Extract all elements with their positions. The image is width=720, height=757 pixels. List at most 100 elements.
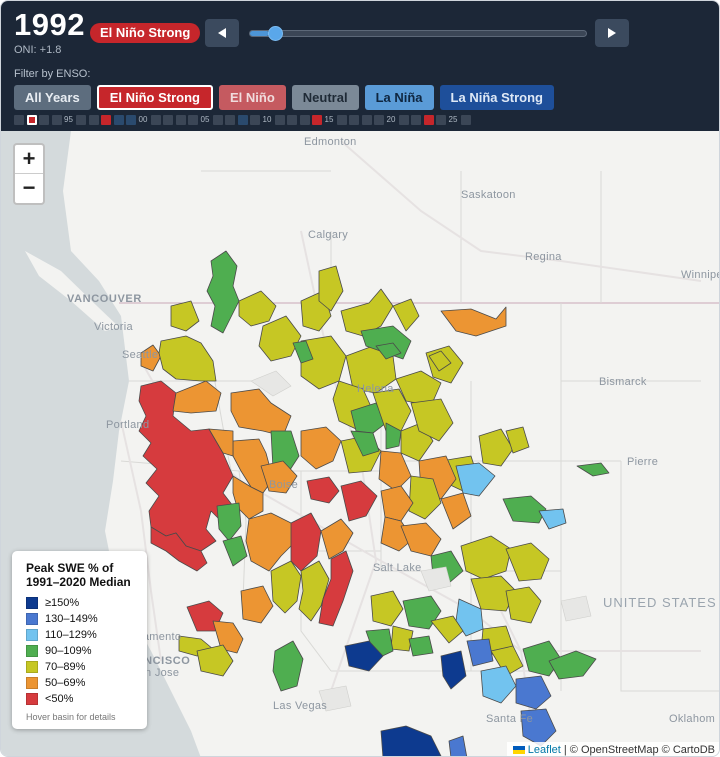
legend-swatch: [26, 661, 38, 673]
basin: [206, 250, 240, 334]
basin: [538, 508, 567, 530]
city-edmonton: Edmonton: [304, 136, 357, 148]
timeline-year-cell[interactable]: [250, 115, 260, 125]
ukraine-flag-icon: [512, 746, 525, 755]
timeline-year-cell[interactable]: [361, 115, 372, 125]
control-panel: 1992 El Niño Strong ONI: +1.8 Filter by …: [1, 1, 719, 131]
timeline-year-cell[interactable]: [51, 115, 62, 125]
basin: [455, 462, 496, 497]
legend: Peak SWE % of 1991–2020 Median ≥150% 130–…: [12, 551, 147, 729]
timeline-year-label: 00: [138, 115, 148, 124]
basin: [344, 640, 384, 672]
timeline-year-cell[interactable]: [88, 115, 99, 125]
filter-el-nino-strong-button[interactable]: El Niño Strong: [96, 85, 213, 110]
basin: [292, 340, 314, 364]
city-las-vegas: Las Vegas: [273, 700, 328, 712]
city-saskatoon: Saskatoon: [461, 189, 516, 201]
basin: [212, 620, 244, 654]
basin: [395, 370, 442, 407]
next-year-button[interactable]: [595, 19, 629, 47]
timeline-year-cell[interactable]: [349, 115, 359, 125]
basin: [238, 290, 277, 327]
year-slider[interactable]: [249, 30, 587, 37]
timeline-year-cell[interactable]: [14, 115, 24, 125]
timeline-year-cell[interactable]: [175, 115, 186, 125]
basin: [318, 265, 344, 312]
basin: [170, 300, 200, 332]
basin: [515, 675, 552, 710]
timeline-year-cell[interactable]: [423, 115, 434, 125]
city-boise: Boise: [269, 479, 299, 491]
oni-value: ONI: +1.8: [14, 44, 62, 56]
timeline-year-cell[interactable]: [436, 115, 446, 125]
timeline-year-cell[interactable]: [101, 115, 111, 125]
basin: [260, 460, 298, 494]
basin: [392, 298, 420, 332]
timeline-year-cell[interactable]: [274, 115, 285, 125]
basin: [258, 315, 302, 362]
basin-layer[interactable]: [138, 250, 610, 757]
basin: [245, 512, 297, 572]
city-pierre: Pierre: [627, 456, 659, 468]
city-santa-fe: Santa Fe: [486, 713, 534, 725]
legend-rows: ≥150% 130–149% 110–129% 90–109% 70–89% 50–69%…: [26, 595, 147, 707]
basin: [408, 635, 434, 657]
timeline-year-cell[interactable]: [336, 115, 347, 125]
basin: [385, 422, 402, 450]
timeline-year-cell[interactable]: [126, 115, 136, 125]
basin: [222, 535, 248, 567]
basin: [272, 640, 304, 692]
timeline-year-cell[interactable]: [237, 115, 248, 125]
basin: [380, 516, 414, 552]
basin: [548, 650, 597, 680]
basin: [410, 398, 454, 442]
year-slider-thumb[interactable]: [268, 26, 284, 41]
timeline-year-cell[interactable]: [163, 115, 173, 125]
basin: [350, 430, 380, 457]
legend-label: 50–69%: [45, 677, 86, 689]
timeline-year-cell[interactable]: [150, 115, 161, 125]
filter-neutral-button[interactable]: Neutral: [291, 85, 359, 110]
timeline-year-cell[interactable]: [374, 115, 384, 125]
map-view[interactable]: Edmonton Saskatoon Calgary Regina Winnip…: [1, 131, 719, 757]
timeline-year-label: 15: [324, 115, 334, 124]
timeline-year-cell[interactable]: [225, 115, 235, 125]
timeline-year-cell[interactable]: [312, 115, 322, 125]
basin: [576, 462, 610, 477]
city-seattle: Seattle: [122, 349, 159, 361]
legend-swatch: [26, 629, 38, 641]
timeline-year-cell[interactable]: [212, 115, 223, 125]
basin: [370, 590, 404, 627]
basin: [318, 550, 354, 627]
timeline-year-label: 20: [386, 115, 396, 124]
legend-hint: Hover basin for details: [26, 712, 116, 722]
basin: [400, 522, 442, 557]
timeline-year-cell[interactable]: [299, 115, 310, 125]
basin: [340, 288, 394, 337]
filter-la-nina-button[interactable]: La Niña: [364, 85, 434, 110]
basin: [340, 480, 378, 522]
timeline-year-cell[interactable]: [411, 115, 421, 125]
timeline-year-cell[interactable]: [113, 115, 124, 125]
basin: [380, 485, 414, 522]
filter-el-nino-button[interactable]: El Niño: [218, 85, 286, 110]
previous-year-button[interactable]: [205, 19, 239, 47]
timeline-year-cell[interactable]: [460, 115, 471, 125]
timeline-year-cell[interactable]: [287, 115, 297, 125]
timeline-year-cell[interactable]: [26, 115, 37, 125]
vancouver-island: [25, 251, 119, 331]
basin: [306, 476, 340, 504]
zoom-out-button[interactable]: −: [22, 175, 36, 200]
legend-swatch: [26, 693, 38, 705]
filter-all-years-button[interactable]: All Years: [14, 85, 91, 110]
timeline-year-cell[interactable]: [188, 115, 198, 125]
zoom-in-button[interactable]: +: [15, 145, 43, 174]
basin: [298, 560, 330, 622]
timeline-year-cell[interactable]: [76, 115, 86, 125]
timeline-year-cell[interactable]: [39, 115, 49, 125]
leaflet-link[interactable]: Leaflet: [527, 744, 561, 756]
timeline-year-cell[interactable]: [398, 115, 409, 125]
filter-la-nina-strong-button[interactable]: La Niña Strong: [439, 85, 554, 110]
basin: [270, 560, 302, 614]
